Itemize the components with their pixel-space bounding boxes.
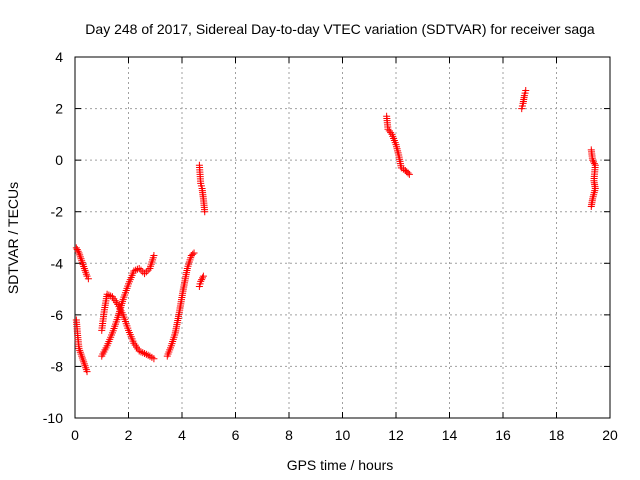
x-tick-label: 18 — [549, 427, 565, 443]
data-point — [201, 208, 209, 216]
data-point — [133, 265, 141, 273]
data-points — [72, 87, 599, 376]
data-point — [105, 291, 113, 299]
data-point — [137, 348, 145, 356]
data-point — [84, 275, 92, 283]
x-tick-label: 6 — [232, 427, 240, 443]
data-point — [137, 266, 145, 274]
data-point — [189, 250, 197, 258]
y-tick-label: 4 — [55, 49, 63, 65]
y-tick-label: 0 — [55, 152, 63, 168]
y-tick-label: 2 — [55, 101, 63, 117]
chart-title: Day 248 of 2017, Sidereal Day-to-day VTE… — [85, 21, 595, 37]
data-point — [404, 169, 412, 177]
data-point — [144, 351, 152, 359]
y-tick-label: -4 — [51, 255, 64, 271]
data-point — [190, 249, 198, 257]
data-point — [590, 160, 598, 168]
data-point — [199, 272, 207, 280]
data-point — [139, 349, 147, 357]
y-tick-label: -2 — [51, 204, 64, 220]
data-point — [83, 368, 91, 376]
y-tick-label: -10 — [43, 410, 63, 426]
data-point — [142, 268, 150, 276]
data-point — [589, 156, 597, 164]
x-tick-label: 2 — [125, 427, 133, 443]
x-tick-label: 14 — [442, 427, 458, 443]
data-point — [387, 129, 395, 137]
y-axis-label: SDTVAR / TECUs — [5, 182, 21, 294]
data-point — [141, 350, 149, 358]
x-tick-label: 4 — [178, 427, 186, 443]
y-tick-label: -6 — [51, 307, 64, 323]
x-tick-label: 20 — [602, 427, 618, 443]
y-tick-label: -8 — [51, 358, 64, 374]
x-tick-label: 0 — [71, 427, 79, 443]
data-point — [74, 247, 82, 255]
grid — [75, 57, 610, 418]
data-point — [72, 244, 80, 252]
x-tick-label: 8 — [285, 427, 293, 443]
data-point — [135, 264, 143, 272]
data-point — [73, 246, 81, 254]
ticks: 0 2 4 6 8 10 12 14 16 18 20 -10 -8 -6 -4 -2 0 2 4 — [43, 49, 618, 443]
x-tick-label: 12 — [388, 427, 404, 443]
x-axis-label: GPS time / hours — [287, 457, 394, 473]
data-point — [150, 355, 158, 363]
data-point — [522, 87, 530, 95]
x-tick-label: 16 — [495, 427, 511, 443]
data-point — [199, 274, 207, 282]
data-point — [135, 347, 143, 355]
data-point — [150, 252, 158, 260]
data-point — [197, 277, 205, 285]
data-point — [587, 203, 595, 211]
data-point — [590, 158, 598, 166]
data-point — [130, 267, 138, 275]
data-point — [103, 290, 111, 298]
data-point — [142, 350, 150, 358]
data-point — [141, 270, 149, 278]
data-point — [144, 266, 152, 274]
data-point — [405, 170, 413, 178]
data-point — [198, 276, 206, 284]
x-tick-label: 10 — [335, 427, 351, 443]
